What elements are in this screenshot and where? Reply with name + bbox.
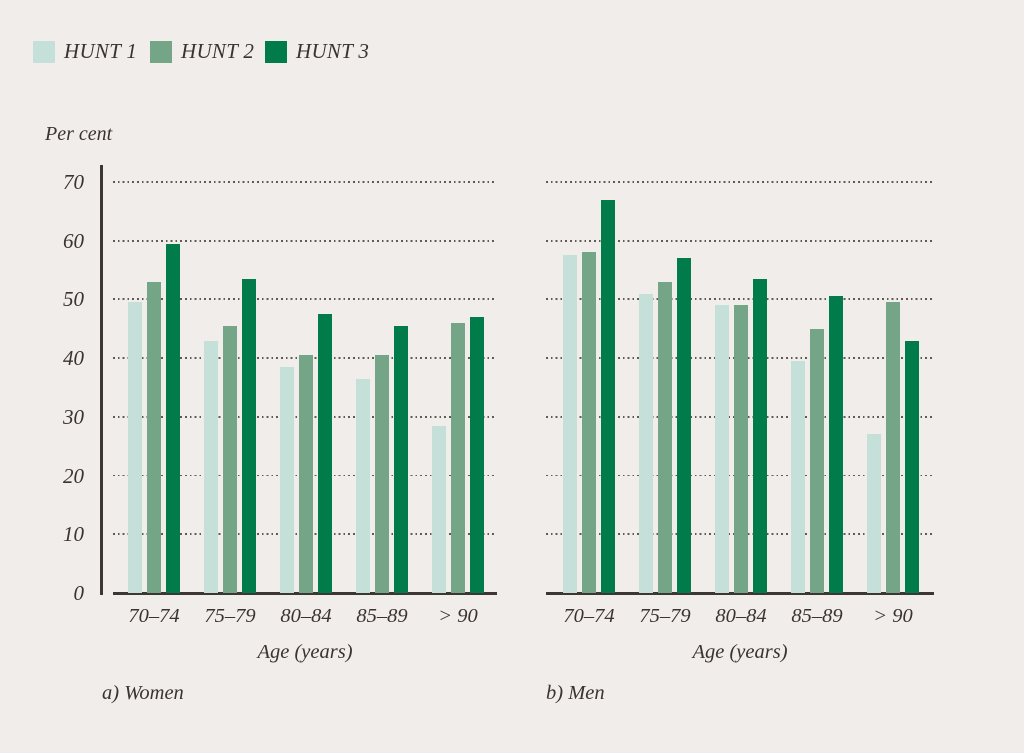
y-tick-label: 70 [63,170,84,194]
bar-hunt2 [582,252,596,593]
bar-hunt2 [299,355,313,593]
gridline [113,298,497,301]
bar-hunt3 [905,340,919,593]
bar-hunt1 [128,302,142,593]
legend-swatch-3 [265,40,287,63]
y-tick-label: 20 [63,463,84,488]
bar-hunt3 [753,278,767,593]
x-axis-line [113,591,497,595]
bar-hunt1 [791,361,805,593]
x-tick-label: 80–84 [715,605,767,627]
legend-label: HUNT 2 [181,39,255,63]
y-tick-label: 0 [73,581,85,605]
y-tick-label: 40 [63,346,84,371]
bar-hunt1 [715,305,729,593]
x-axis-title: Age (years) [692,641,788,663]
legend-item: HUNT 1 [33,39,137,64]
legend-swatch-1 [33,40,55,63]
legend-label: HUNT 3 [296,39,370,63]
bar-hunt2 [734,305,748,593]
bar-hunt3 [242,278,256,593]
y-axis-line [100,165,103,595]
y-tick-label: 50 [63,287,84,312]
gridline [113,181,497,183]
chart-caption: b) Men [546,682,605,704]
gridline [546,181,934,183]
x-tick-label: 80–84 [280,605,332,627]
bar-hunt2 [375,355,389,593]
bar-hunt3 [318,314,332,593]
x-tick-label: 75–79 [204,605,256,627]
x-axis-line [546,591,934,595]
x-axis-title: Age (years) [257,641,353,663]
x-tick-label: 85–89 [791,605,843,627]
bar-hunt1 [432,425,446,593]
x-tick-label: > 90 [873,605,913,627]
bar-hunt1 [563,255,577,593]
y-tick-label: 60 [63,228,84,253]
bar-hunt1 [204,340,218,593]
x-tick-label: > 90 [438,605,478,627]
bar-hunt3 [394,325,408,593]
legend-swatch-2 [150,40,172,63]
legend-item: HUNT 3 [265,39,369,64]
x-tick-label: 75–79 [639,605,691,627]
bar-hunt2 [147,281,161,593]
legend-label: HUNT 1 [64,39,138,63]
gridline [113,239,497,242]
y-axis-title: Per cent [45,123,113,145]
bar-hunt2 [658,281,672,593]
bar-hunt3 [601,199,615,593]
bar-hunt2 [810,328,824,593]
y-tick-label: 10 [63,522,84,547]
x-tick-label: 85–89 [356,605,408,627]
bar-hunt3 [829,296,843,593]
bar-hunt2 [451,322,465,593]
x-tick-label: 70–74 [128,605,180,627]
bar-hunt3 [470,317,484,593]
bar-hunt1 [867,434,881,593]
bar-hunt1 [639,293,653,593]
legend-item: HUNT 2 [150,39,254,64]
bar-hunt2 [223,325,237,593]
bar-hunt1 [356,378,370,593]
bar-hunt2 [886,302,900,593]
gridline [546,239,934,242]
bar-hunt3 [677,258,691,593]
y-tick-label: 30 [63,404,84,429]
chart-caption: a) Women [102,682,184,704]
x-tick-label: 70–74 [563,605,615,627]
gridline [546,298,934,301]
bar-hunt1 [280,366,294,593]
bar-hunt3 [166,243,180,593]
